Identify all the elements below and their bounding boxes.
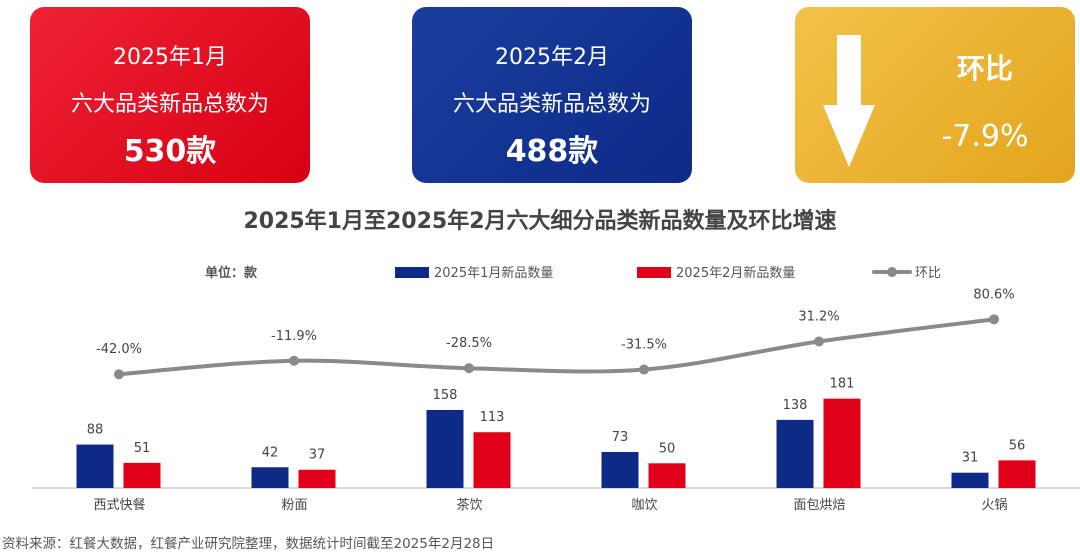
bar-label-feb: 56 xyxy=(1009,438,1026,453)
bar-feb xyxy=(823,398,861,488)
category-label: 西式快餐 xyxy=(93,497,145,513)
category-label: 咖饮 xyxy=(631,498,657,513)
bar-label-feb: 37 xyxy=(309,448,326,463)
mom-label: 环比 xyxy=(956,52,1013,85)
mom-line xyxy=(117,317,996,377)
category-label: 火锅 xyxy=(981,497,1007,513)
mom-point xyxy=(989,314,999,325)
chart-title: 2025年1月至2025年2月六大细分品类新品数量及环比增速 xyxy=(243,209,837,234)
unit-label: 单位：款 xyxy=(205,265,258,281)
bar-jan xyxy=(776,419,814,488)
mom-point xyxy=(114,369,124,380)
bar-label-jan: 158 xyxy=(433,388,458,403)
mom-point xyxy=(814,336,824,347)
mom-label: 80.6% xyxy=(973,287,1014,302)
category-label: 茶饮 xyxy=(456,497,482,513)
bar-feb xyxy=(123,462,161,488)
legend-label-jan: 2025年1月新品数量 xyxy=(434,265,553,281)
bar-feb xyxy=(648,463,686,488)
bar-label-jan: 138 xyxy=(783,398,808,413)
mom-value: -7.9% xyxy=(941,119,1029,154)
mom-label: -11.9% xyxy=(271,329,317,344)
bar-feb xyxy=(298,469,336,488)
bar-jan xyxy=(76,444,114,488)
category-label: 粉面 xyxy=(281,498,307,513)
source-note: 资料来源：红餐大数据，红餐产业研究院整理，数据统计时间截至2025年2月28日 xyxy=(2,536,495,552)
mom-point xyxy=(639,364,649,375)
jan-card-desc: 六大品类新品总数为 xyxy=(70,92,269,117)
feb-card-total: 488款 xyxy=(505,134,599,169)
mom-label: -31.5% xyxy=(621,338,667,353)
bar-label-jan: 88 xyxy=(87,423,104,438)
bar-label-feb: 113 xyxy=(480,410,505,425)
category-label: 面包烘焙 xyxy=(793,498,845,513)
bar-jan xyxy=(601,451,639,488)
jan-card-total: 530款 xyxy=(123,134,217,169)
down-arrow-icon xyxy=(823,35,875,167)
chart: 单位：款 2025年1月新品数量 2025年2月新品数量 环比 88 51 西式快餐 42 37… xyxy=(32,265,1080,513)
bar-feb xyxy=(473,432,511,488)
bar-feb xyxy=(998,460,1036,488)
feb-total-card: 2025年2月 六大品类新品总数为 488款 xyxy=(412,7,692,183)
mom-label: -42.0% xyxy=(96,342,142,357)
feb-card-desc: 六大品类新品总数为 xyxy=(452,92,651,117)
bar-label-feb: 181 xyxy=(830,377,855,392)
bar-label-jan: 31 xyxy=(962,451,979,466)
legend-label-mom: 环比 xyxy=(915,266,941,281)
bar-jan xyxy=(951,472,989,488)
bar-label-feb: 51 xyxy=(134,441,151,456)
bar-jan xyxy=(251,467,289,488)
legend-swatch-feb xyxy=(637,267,671,278)
bar-jan xyxy=(426,410,464,488)
legend-swatch-jan xyxy=(395,267,429,278)
jan-card-month: 2025年1月 xyxy=(113,45,227,70)
mom-point xyxy=(289,355,299,366)
bar-label-feb: 50 xyxy=(659,441,676,456)
jan-total-card: 2025年1月 六大品类新品总数为 530款 xyxy=(30,7,310,183)
bar-label-jan: 42 xyxy=(262,445,279,460)
mom-point xyxy=(464,363,474,374)
feb-card-month: 2025年2月 xyxy=(495,45,609,70)
legend-label-feb: 2025年2月新品数量 xyxy=(676,265,795,281)
mom-label: -28.5% xyxy=(446,336,492,351)
bar-label-jan: 73 xyxy=(612,430,629,445)
mom-label: 31.2% xyxy=(798,309,839,324)
mom-card: 环比 -7.9% xyxy=(795,7,1075,183)
legend-marker-mom xyxy=(887,267,897,277)
